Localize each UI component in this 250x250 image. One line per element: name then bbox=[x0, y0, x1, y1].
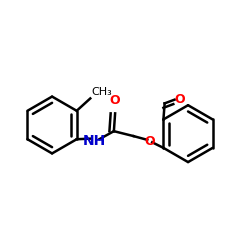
Text: CH₃: CH₃ bbox=[92, 87, 112, 97]
Text: O: O bbox=[175, 93, 185, 106]
Text: O: O bbox=[110, 94, 120, 107]
Text: NH: NH bbox=[82, 134, 106, 148]
Text: O: O bbox=[144, 134, 155, 147]
